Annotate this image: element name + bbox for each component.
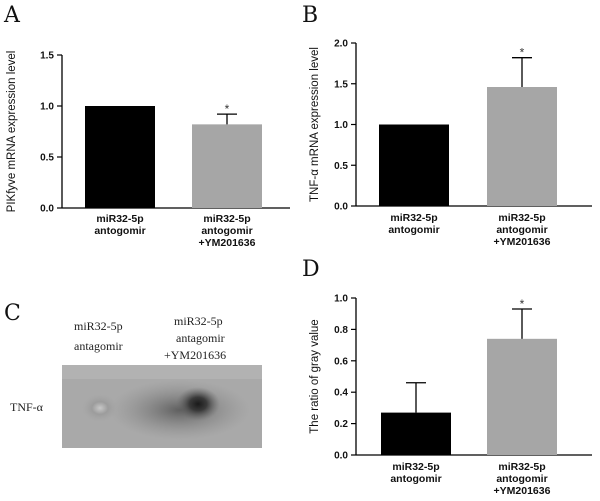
- panel-letter-d: D: [302, 257, 320, 282]
- chart-d-category-label: antogomir: [496, 473, 547, 485]
- chart-b-y-tick-label: 1.0: [334, 120, 348, 131]
- chart-b-category-label: antogomir: [496, 224, 547, 236]
- blot-lane2-label-line1: miR32-5p: [174, 314, 223, 328]
- chart-b-significance-2: *: [520, 46, 525, 60]
- chart-d-y-tick-label: 1.0: [334, 294, 348, 305]
- blot-band-lane1: [82, 394, 118, 422]
- chart-b-y-tick-label: 0.5: [334, 161, 348, 172]
- chart-d-bar-2: [487, 338, 557, 455]
- chart-b-bar-2: [487, 87, 557, 206]
- chart-a-category-label: miR32-5p: [203, 213, 250, 225]
- western-blot-panel: miR32-5p antagomir miR32-5p antagomir +Y…: [10, 314, 262, 448]
- chart-b-y-tick-label: 0.0: [334, 202, 348, 213]
- chart-a-y-tick-label: 1.5: [40, 51, 54, 62]
- chart-d-y-tick-label: 0.0: [334, 451, 348, 462]
- chart-d-category-label: miR32-5p: [392, 461, 439, 473]
- chart-b-category-label: miR32-5p: [390, 212, 437, 224]
- chart-d-y-tick-label: 0.2: [334, 419, 348, 430]
- chart-a-category-label: miR32-5p: [96, 213, 143, 225]
- chart-d-significance-2: *: [520, 297, 525, 311]
- chart-a-bar-1: [85, 106, 155, 208]
- chart-a-category-label: antogomir: [94, 225, 145, 237]
- chart-b-category-label: antogomir: [388, 224, 439, 236]
- chart-b-bar-1: [379, 124, 449, 206]
- chart-b-category-label: miR32-5p: [498, 212, 545, 224]
- chart-a-y-tick-label: 0.0: [40, 204, 54, 215]
- chart-d: 0.0 0.2 0.4 0.6 0.8 1.0 The ratio of gray valu…: [309, 294, 592, 497]
- chart-d-category-label: +YM201636: [494, 485, 551, 497]
- chart-a-y-axis-title: PIKfyve mRNA expression level: [6, 51, 18, 213]
- chart-a-category-label: +YM201636: [199, 237, 256, 249]
- chart-d-bar-1: [381, 412, 451, 455]
- chart-d-category-label: antogomir: [390, 473, 441, 485]
- blot-band-lane2: [176, 387, 220, 421]
- chart-b-y-axis-title: TNF-α mRNA expression level: [309, 47, 321, 202]
- chart-b-category-label: +YM201636: [494, 236, 551, 248]
- chart-d-y-tick-label: 0.8: [334, 325, 348, 336]
- chart-a-category-label: antogomir: [201, 225, 252, 237]
- chart-d-category-label: miR32-5p: [498, 461, 545, 473]
- chart-d-y-axis-title: The ratio of gray value: [309, 319, 321, 433]
- chart-b: 0.0 0.5 1.0 1.5 2.0 TNF-α mRNA expression lev…: [309, 39, 592, 248]
- chart-a-significance-2: *: [225, 102, 230, 116]
- chart-d-y-tick-label: 0.4: [334, 388, 348, 399]
- panel-letter-c: C: [4, 301, 21, 326]
- blot-lane1-label-line2: antagomir: [74, 339, 123, 353]
- chart-d-y-tick-label: 0.6: [334, 356, 348, 367]
- chart-b-y-tick-label: 2.0: [334, 39, 348, 50]
- blot-membrane-top-shade: [62, 365, 262, 379]
- chart-a-y-tick-label: 1.0: [40, 102, 54, 113]
- chart-b-y-tick-label: 1.5: [334, 79, 348, 90]
- blot-lane1-label-line1: miR32-5p: [74, 319, 123, 333]
- chart-a-y-tick-label: 0.5: [40, 153, 54, 164]
- blot-row-label: TNF-α: [10, 400, 44, 414]
- panel-letter-a: A: [3, 3, 21, 28]
- blot-lane2-label-line3: +YM201636: [164, 348, 226, 362]
- panel-letter-b: B: [302, 3, 318, 28]
- chart-a-bar-2: [192, 124, 262, 208]
- chart-a: 0.0 0.5 1.0 1.5 PIKfyve mRNA expression leve…: [6, 51, 290, 249]
- blot-lane2-label-line2: antagomir: [176, 331, 225, 345]
